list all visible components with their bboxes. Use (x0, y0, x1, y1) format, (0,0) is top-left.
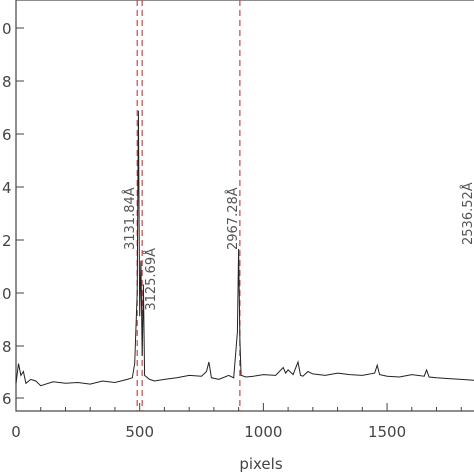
reference-lines (136, 0, 241, 411)
y-tick-label: 0 (2, 285, 12, 303)
y-tick-label: 2 (2, 232, 12, 250)
reference-line-label-1: 3125.69Å (143, 248, 159, 311)
plot-frame (15, 0, 474, 412)
y-tick-label: 8 (2, 338, 12, 356)
reference-line-label-2: 2967.28Å (225, 187, 241, 250)
y-tick-label: 4 (2, 179, 12, 197)
edge-line-label: 2536.52Å (460, 182, 474, 245)
x-tick-label: 0 (11, 423, 21, 441)
y-tick-label: 6 (2, 126, 12, 144)
y-tick-label: 0 (2, 20, 12, 38)
reference-line-label-0: 3131.84Å (122, 187, 138, 250)
x-tick-label: 1000 (244, 423, 282, 441)
spectrum-line (15, 110, 474, 387)
y-axis-ticks: 6 8 0 2 4 6 8 0 (2, 20, 24, 408)
y-tick-label: 8 (2, 73, 12, 91)
y-tick-label: 6 (2, 390, 12, 408)
line-labels: 3131.84Å 3125.69Å 2967.28Å 2536.52Å (122, 182, 474, 310)
x-axis-title: pixels (239, 455, 283, 473)
x-tick-label: 1500 (368, 423, 406, 441)
x-axis-ticks: 0 500 1000 1500 (11, 403, 462, 441)
series-layer (15, 110, 474, 387)
x-tick-label: 500 (125, 423, 154, 441)
